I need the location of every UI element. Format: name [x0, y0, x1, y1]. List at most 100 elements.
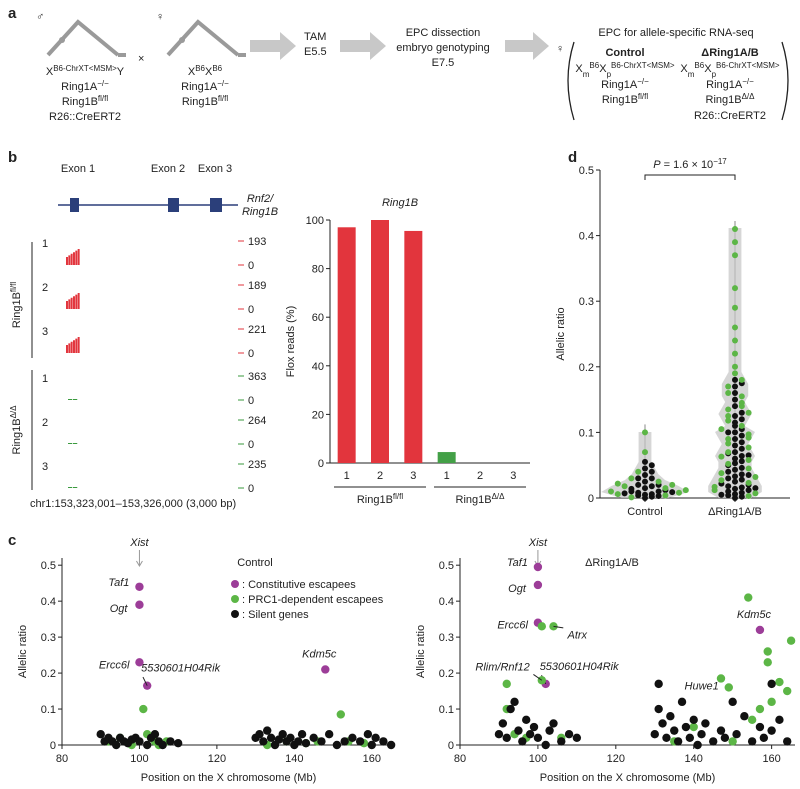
- point: [738, 439, 745, 446]
- point: [732, 455, 738, 462]
- point: [738, 464, 745, 471]
- point: [718, 453, 725, 460]
- arrow: [505, 32, 549, 60]
- y-axis-label: Allelic ratio: [415, 625, 427, 678]
- genotype-part: Ring1B: [62, 96, 98, 108]
- cross: ×: [138, 53, 144, 65]
- point: [725, 488, 732, 495]
- point: [266, 733, 276, 743]
- legend-label: : Constitutive escapees: [242, 579, 356, 591]
- point: [693, 740, 702, 750]
- point: [728, 697, 737, 707]
- point: [701, 719, 710, 728]
- point: [648, 491, 655, 498]
- point: [745, 452, 752, 459]
- point: [738, 484, 745, 491]
- sex-symbol: ♀: [556, 43, 564, 55]
- track-zero: 0: [248, 439, 254, 451]
- point: [139, 704, 148, 714]
- point: [747, 737, 757, 746]
- point: [510, 697, 519, 707]
- point: [608, 488, 614, 495]
- point: [725, 449, 732, 456]
- point: [738, 422, 745, 429]
- group-label: Ring1Bfl/fl: [9, 282, 24, 329]
- genotype-part: fl/fl: [218, 94, 228, 103]
- point: [725, 468, 732, 475]
- point: [738, 393, 745, 400]
- point: [725, 413, 732, 419]
- point: [670, 726, 679, 735]
- point: [557, 737, 566, 746]
- point: [745, 493, 752, 500]
- point: [173, 739, 183, 748]
- point: [669, 489, 676, 496]
- point: [502, 679, 511, 689]
- y-tick-label: 80: [312, 264, 324, 276]
- point: [648, 462, 655, 469]
- y-tick-label: 20: [312, 409, 324, 421]
- point: [648, 468, 655, 475]
- replicate: 1: [42, 373, 48, 385]
- x-tick-label: ΔRing1A/B: [708, 506, 762, 518]
- point: [767, 726, 776, 735]
- y-tick-label: 100: [306, 215, 324, 227]
- group-label-part: Ring1B: [357, 494, 393, 506]
- point: [697, 730, 706, 739]
- point: [718, 470, 725, 477]
- track-signal: [66, 337, 94, 353]
- point: [732, 449, 738, 456]
- panel-label: d: [568, 149, 577, 166]
- y-tick-label: 0.2: [579, 362, 594, 374]
- point: [676, 489, 682, 496]
- point: [301, 739, 311, 748]
- legend-label: : PRC1-dependent escapees: [242, 594, 384, 606]
- annotation: P = 1.6 × 10−17: [653, 157, 727, 172]
- point: [732, 491, 738, 498]
- point: [732, 226, 738, 233]
- point: [732, 363, 738, 370]
- x-tick-label: 120: [208, 753, 226, 765]
- point-label: Ogt: [110, 603, 129, 615]
- point: [732, 429, 738, 436]
- genotype-part: X: [599, 63, 607, 75]
- point: [718, 491, 725, 498]
- point: [642, 472, 648, 479]
- step-text: embryo genotyping: [396, 42, 490, 54]
- point: [732, 285, 738, 292]
- point: [367, 740, 376, 750]
- embryo-dot: [59, 37, 65, 43]
- point: [541, 740, 550, 750]
- point: [278, 730, 287, 739]
- genotype-part: Ring1B: [602, 94, 638, 106]
- exon-label: Exon 3: [198, 163, 232, 175]
- point: [494, 730, 504, 739]
- point: [725, 417, 732, 424]
- point: [642, 478, 648, 485]
- y-tick-label: 0: [448, 740, 454, 752]
- point: [725, 440, 732, 447]
- point: [755, 625, 765, 635]
- result-title: EPC for allele-specific RNA-seq: [598, 27, 753, 39]
- point: [158, 740, 167, 750]
- genotype-part: Ring1B: [706, 94, 742, 106]
- bracket: [567, 41, 789, 121]
- y-tick-label: 0: [588, 493, 594, 505]
- point: [518, 737, 527, 746]
- genotype: XmB6XpB6-ChrXT<MSM>: [680, 61, 780, 79]
- chart-title: Ring1B: [382, 197, 418, 209]
- y-tick-label: 0.5: [579, 165, 594, 177]
- point: [150, 730, 160, 739]
- point: [755, 704, 765, 714]
- bar: [337, 227, 356, 463]
- point: [332, 740, 342, 750]
- point: [654, 704, 663, 714]
- point: [658, 719, 667, 728]
- marker-label: Xist: [129, 537, 149, 549]
- genotype: Ring1Bfl/fl: [62, 94, 109, 109]
- point: [732, 376, 738, 383]
- marker-arrow: [136, 550, 143, 567]
- point: [711, 483, 718, 490]
- genotype-part: X: [575, 63, 583, 75]
- marker-label: Xist: [528, 537, 548, 549]
